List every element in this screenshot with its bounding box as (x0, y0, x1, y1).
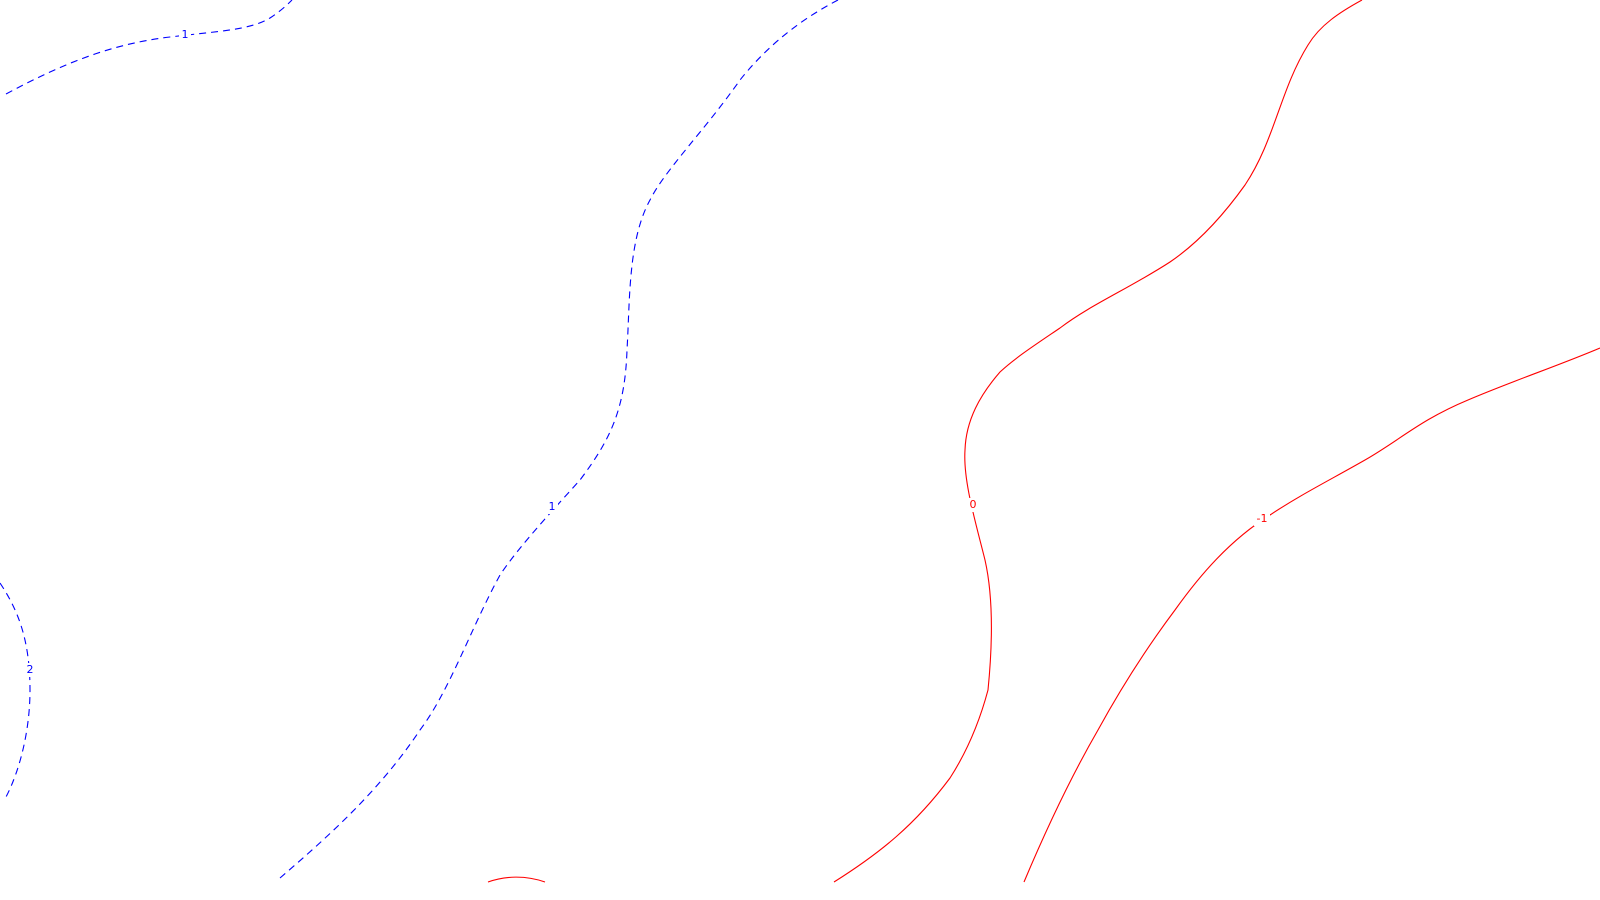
contour-label-contour-2-left: 2 (27, 663, 34, 676)
contour-line-contour-2-left (0, 582, 31, 798)
contour-line-contour-neg1-right (1023, 347, 1600, 883)
contour-line-contour-1-center (279, 0, 839, 879)
contour-label-contour-0-center-right: 0 (970, 498, 977, 511)
contour-label-layer: 1 1 2 0 -1 (27, 28, 1268, 676)
contour-label-contour-1-top-left: 1 (182, 28, 189, 41)
contour-line-contour-1-top-left (5, 0, 293, 95)
contour-line-contour-bottom-arc (487, 876, 546, 883)
contour-label-contour-neg1-right: -1 (1257, 512, 1268, 525)
contour-label-contour-1-center: 1 (549, 500, 556, 513)
contour-line-contour-0-center-right (833, 0, 1363, 883)
